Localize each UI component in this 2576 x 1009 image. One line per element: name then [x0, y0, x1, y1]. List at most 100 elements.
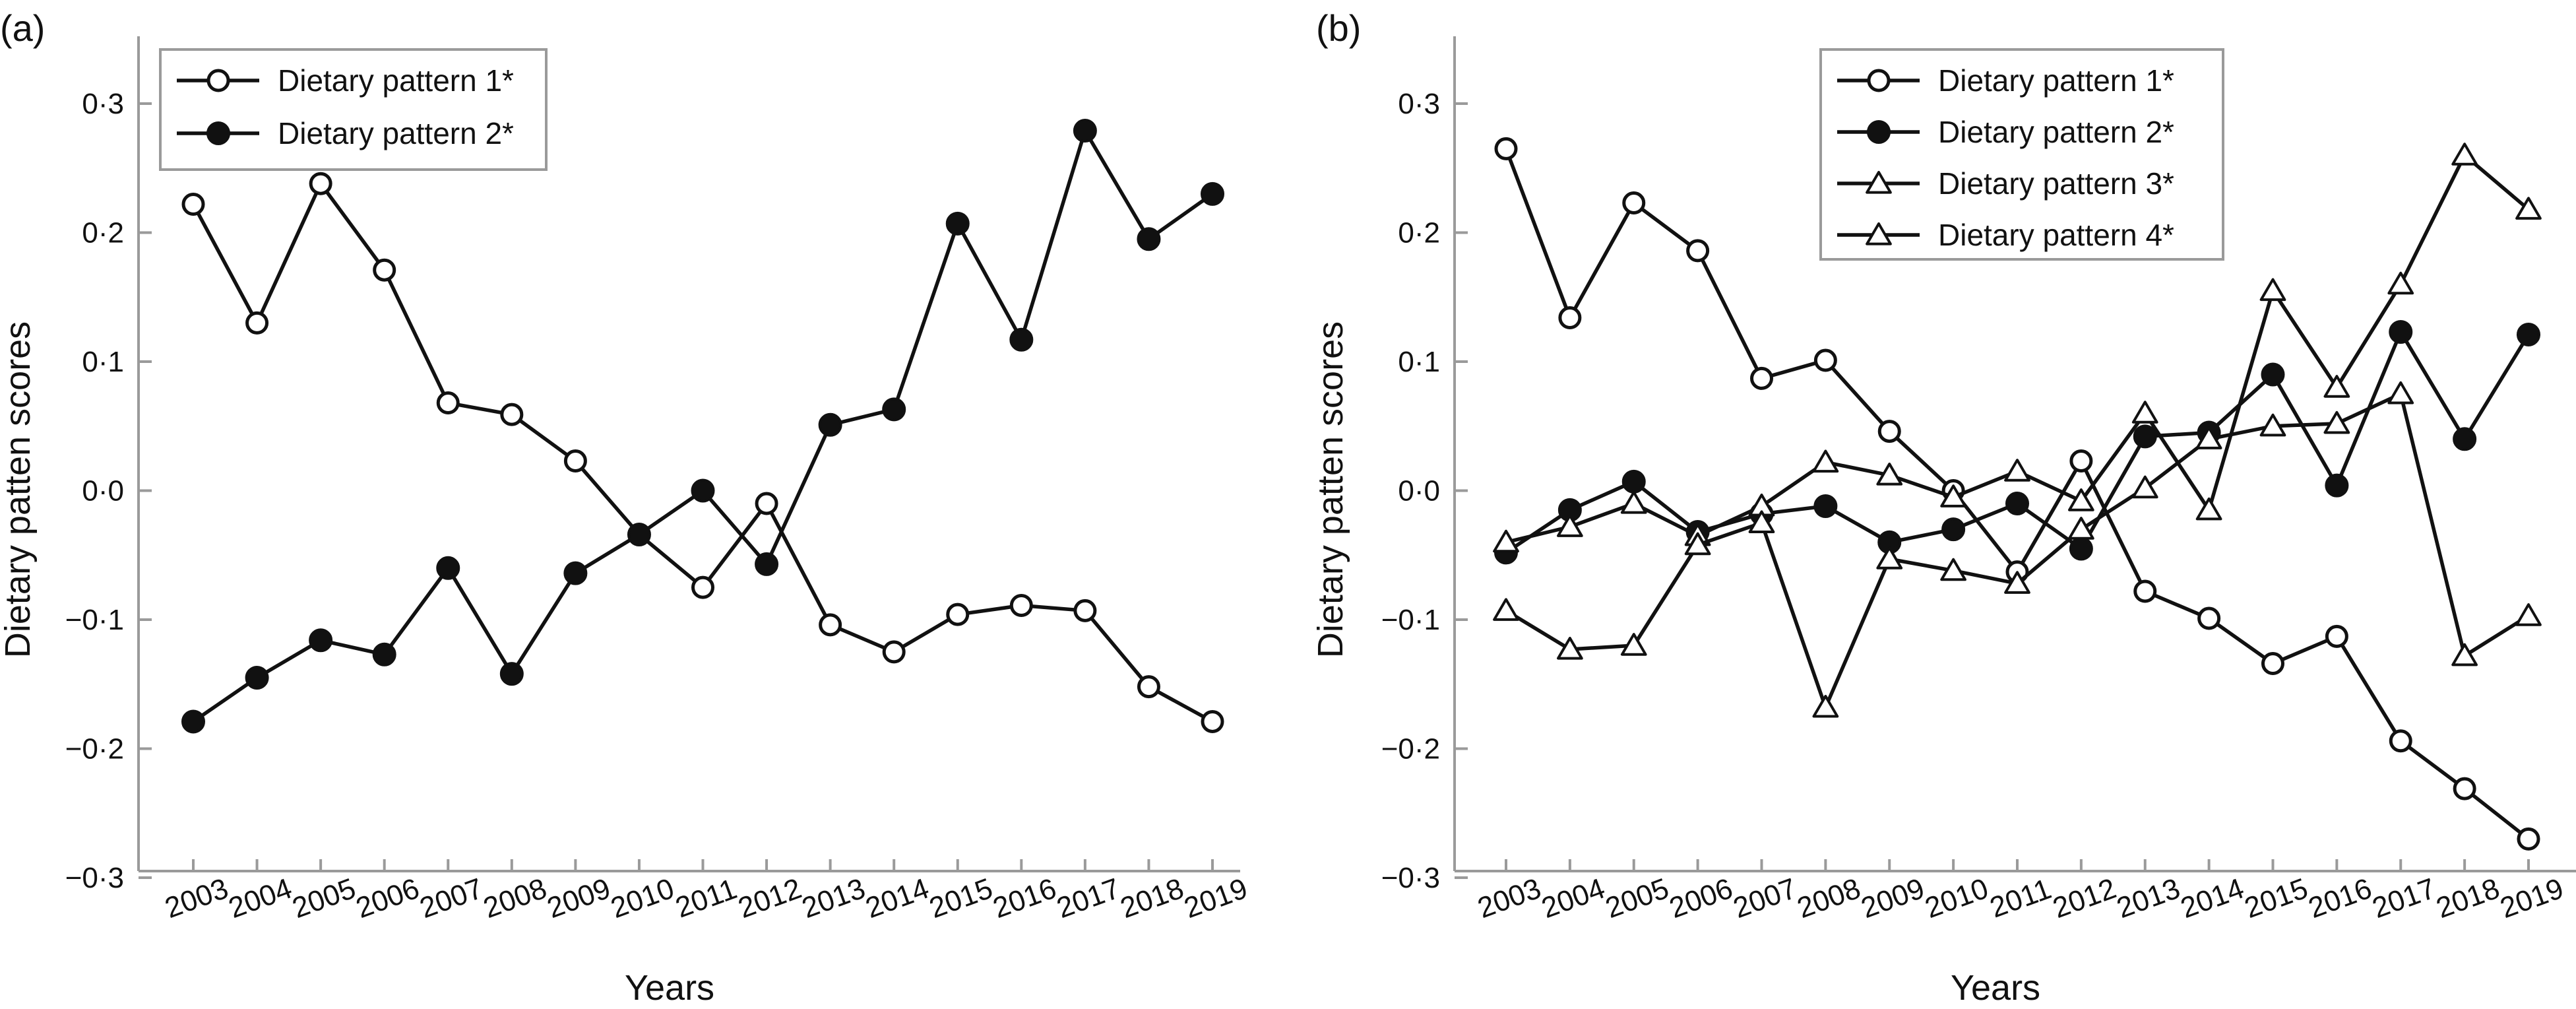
data-point	[1137, 227, 1161, 251]
legend-marker	[1867, 69, 1891, 92]
y-axis-label: Dietary patten scores	[0, 321, 38, 658]
legend-label: Dietary pattern 4*	[1938, 218, 2174, 252]
data-point	[2069, 537, 2093, 561]
data-point	[373, 258, 396, 282]
series-2	[181, 119, 1224, 734]
data-point	[2453, 777, 2476, 800]
chart-panel-a: −0·3 −0·2 −0·1 0·0 0·1 0·2 0·3 2003200420052006…	[0, 7, 1251, 1008]
data-point	[1201, 181, 1224, 206]
x-tick-label: 2013	[798, 872, 869, 925]
y-tick-label: 0·2	[82, 217, 124, 249]
data-point	[1684, 532, 1711, 556]
data-point	[436, 391, 460, 415]
data-point	[2517, 827, 2540, 851]
data-point	[2005, 492, 2029, 516]
data-point	[1009, 593, 1033, 617]
data-point	[2261, 651, 2284, 675]
series-line	[1505, 330, 2530, 554]
x-tick-label: 2013	[2112, 872, 2184, 925]
panel-label: (b)	[1316, 7, 1361, 49]
x-tick-label: 2011	[672, 872, 741, 924]
legend-label: Dietary pattern 3*	[1938, 166, 2174, 201]
data-point	[2387, 381, 2414, 405]
series-1	[181, 172, 1224, 733]
data-point	[1877, 420, 1901, 443]
data-point	[1812, 694, 1839, 718]
series-line	[191, 181, 1214, 723]
data-point	[1620, 633, 1647, 656]
y-tick-label: 0·2	[1398, 217, 1440, 249]
data-point	[882, 640, 906, 664]
data-point	[1621, 469, 1646, 494]
data-point	[1009, 327, 1034, 352]
data-point	[1941, 517, 1966, 542]
data-point	[2515, 197, 2542, 220]
data-point	[1620, 491, 1647, 514]
data-point	[2325, 473, 2349, 498]
data-point	[2131, 475, 2158, 499]
legend-marker	[1866, 222, 1892, 245]
legend-label: Dietary pattern 2*	[1938, 115, 2174, 149]
data-point	[1750, 366, 1773, 390]
data-point	[627, 522, 651, 546]
data-point	[181, 192, 205, 216]
x-tick-label: 2016	[2304, 872, 2376, 925]
data-point	[181, 709, 205, 734]
data-point	[499, 662, 524, 686]
data-point	[1557, 514, 1583, 537]
x-tick-label: 2009	[543, 872, 615, 925]
x-tick-label: 2010	[1921, 872, 1993, 925]
data-point	[2261, 362, 2285, 387]
legend-marker	[1867, 120, 1891, 144]
x-tick-label: 2017	[1053, 872, 1125, 925]
x-tick-label: 2014	[862, 872, 933, 925]
data-point	[2453, 427, 2477, 451]
data-point	[1940, 558, 1966, 581]
data-point	[691, 478, 715, 503]
y-tick-label: −0·1	[1381, 604, 1440, 636]
x-axis-label: Years	[625, 968, 714, 1008]
legend: Dietary pattern 1* Dietary pattern 2* Diet…	[1819, 48, 2224, 261]
data-point	[1622, 191, 1646, 215]
data-point	[2131, 401, 2158, 424]
x-tick-label: 2012	[734, 872, 806, 925]
legend: Dietary pattern 1* Dietary pattern 2*	[159, 48, 548, 171]
y-tick-label: 0·1	[82, 346, 124, 378]
data-point	[1940, 484, 1966, 507]
x-tick-label: 2006	[1665, 872, 1737, 925]
data-point	[1813, 348, 1837, 372]
data-point	[2259, 278, 2286, 302]
x-tick-label: 2004	[1538, 872, 1610, 925]
legend-box	[159, 48, 548, 171]
y-tick-label: 0·1	[1398, 346, 1440, 378]
x-tick-label: 2019	[2496, 872, 2568, 925]
data-point	[1812, 449, 1839, 473]
y-tick-label: 0·3	[1398, 88, 1440, 120]
panel-label: (a)	[0, 7, 45, 49]
data-point	[1073, 119, 1097, 143]
data-point	[2517, 322, 2540, 346]
x-tick-label: 2018	[2432, 872, 2504, 925]
data-point	[2259, 413, 2286, 437]
x-tick-label: 2005	[288, 872, 360, 925]
y-tick-label: −0·3	[1381, 862, 1440, 894]
y-tick-label: −0·3	[65, 862, 124, 894]
data-point	[2389, 729, 2412, 753]
x-tick-label: 2015	[2240, 872, 2312, 925]
x-tick-label: 2011	[1986, 872, 2056, 924]
data-point	[2004, 459, 2030, 482]
data-point	[2451, 143, 2478, 166]
data-point	[1557, 636, 1583, 660]
data-point	[1813, 494, 1838, 518]
data-point	[309, 628, 333, 653]
x-tick-label: 2008	[1793, 872, 1865, 925]
data-point	[755, 492, 778, 515]
data-point	[1201, 709, 1224, 733]
data-point	[2004, 571, 2030, 594]
data-point	[2069, 449, 2093, 473]
x-tick-label: 2010	[607, 872, 679, 925]
data-point	[1876, 463, 1903, 486]
data-point	[2068, 488, 2094, 511]
data-point	[2133, 424, 2157, 449]
